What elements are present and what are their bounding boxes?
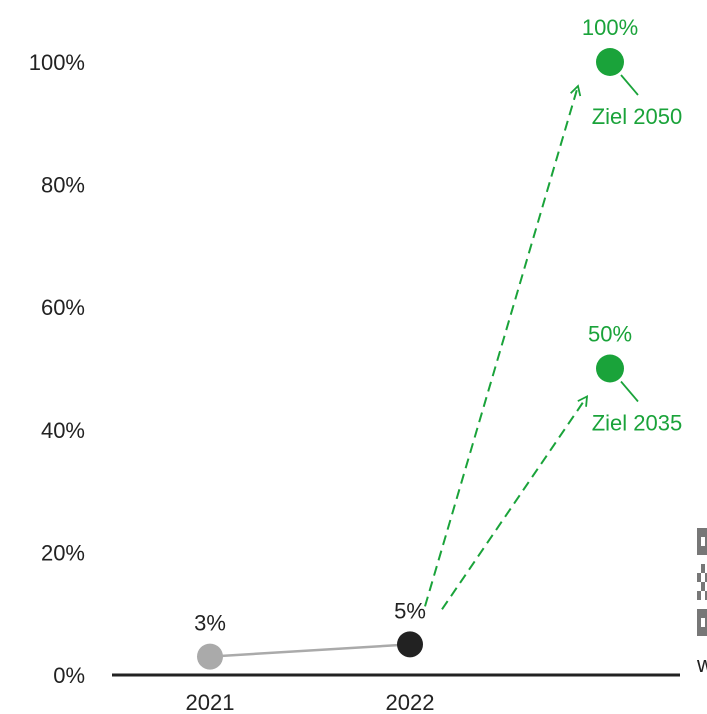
qr-module — [705, 537, 707, 546]
qr-module — [705, 609, 707, 618]
x-tick-label: 2022 — [386, 690, 435, 714]
target-annotation: Ziel 2035 — [592, 411, 683, 436]
qr-module — [705, 546, 707, 555]
y-tick-label: 0% — [53, 663, 85, 688]
target-annotation: Ziel 2050 — [592, 104, 683, 129]
qr-module — [697, 627, 701, 636]
x-axis-tick-labels: 2021 2022 — [186, 690, 435, 714]
qr-module — [701, 528, 705, 537]
data-point-2022 — [397, 631, 423, 658]
qr-module — [697, 573, 701, 582]
target-value-label: 100% — [582, 15, 638, 40]
qr-code-icon — [697, 528, 707, 636]
qr-module — [697, 618, 701, 627]
qr-module — [701, 546, 705, 555]
qr-module — [697, 537, 701, 546]
qr-module — [705, 627, 707, 636]
y-tick-label: 80% — [41, 173, 85, 198]
y-tick-label: 20% — [41, 540, 85, 565]
qr-module — [705, 528, 707, 537]
qr-module — [705, 573, 707, 582]
qr-module — [697, 591, 701, 600]
target-point — [596, 354, 624, 383]
qr-module — [701, 609, 705, 618]
y-tick-label: 60% — [41, 295, 85, 320]
annotation-leader-line — [620, 74, 639, 96]
projection-arrow — [441, 394, 589, 610]
qr-module — [697, 528, 701, 537]
qr-module — [705, 591, 707, 600]
target-value-label: 50% — [588, 322, 632, 347]
data-label: 5% — [394, 598, 426, 623]
target-point — [596, 48, 624, 76]
data-point-2021 — [197, 643, 223, 670]
y-axis-tick-labels: 0% 20% 40% 60% 80% 100% — [29, 50, 85, 688]
annotation-leader-line — [620, 380, 639, 403]
x-tick-label: 2021 — [186, 690, 235, 714]
data-points: 3% 5% — [194, 598, 426, 670]
target-points: 100% Ziel 2050 50% Ziel 2035 — [582, 15, 682, 436]
qr-module — [705, 618, 707, 627]
qr-module — [701, 582, 705, 591]
connector-line-2021-2022 — [209, 643, 411, 658]
qr-module — [697, 609, 701, 618]
qr-module — [701, 564, 705, 573]
projection-arrow — [424, 84, 582, 607]
projection-arrows — [424, 84, 589, 610]
qr-module — [697, 546, 701, 555]
watermark-text: w — [696, 652, 707, 677]
qr-module — [701, 627, 705, 636]
y-tick-label: 100% — [29, 50, 85, 75]
data-label: 3% — [194, 611, 226, 636]
y-tick-label: 40% — [41, 418, 85, 443]
